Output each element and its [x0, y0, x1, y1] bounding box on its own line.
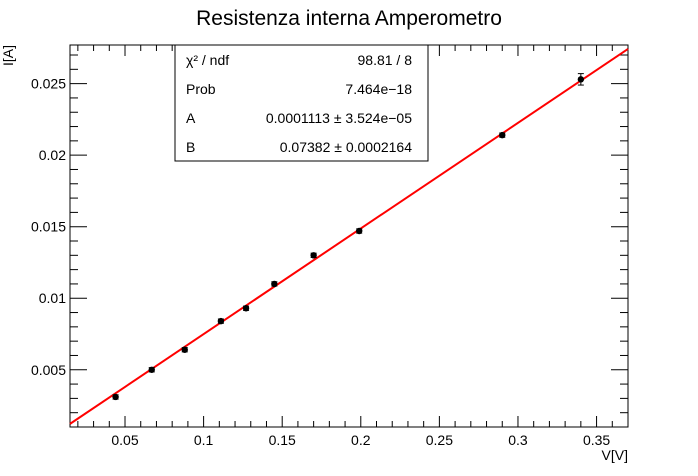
y-axis-ticks [70, 54, 628, 414]
point-marker [499, 131, 506, 139]
x-tick-label: 0.05 [111, 432, 138, 448]
fit-line [69, 48, 629, 425]
y-tick-label: 0.01 [39, 290, 66, 306]
data-point [310, 252, 317, 259]
x-tick-label: 0.35 [583, 432, 610, 448]
point-marker [181, 346, 188, 353]
x-axis-label: V[V] [602, 447, 628, 463]
stats-value-chi2: 98.81 / 8 [358, 52, 413, 68]
point-marker [577, 76, 585, 83]
data-point [148, 366, 155, 373]
y-tick-label: 0.015 [31, 219, 66, 235]
y-tick-label: 0.005 [31, 362, 66, 378]
point-marker [148, 366, 155, 373]
data-point [271, 280, 278, 288]
fit-statistics-box: χ² / ndf 98.81 / 8 Prob 7.464e−18 A 0.00… [174, 44, 429, 162]
y-axis-label: I[A] [0, 45, 16, 66]
point-marker [356, 227, 363, 235]
data-point [577, 73, 585, 86]
point-marker [217, 317, 225, 325]
y-tick-label: 0.02 [39, 147, 66, 163]
stats-value-a: 0.0001113 ± 3.524e−05 [266, 110, 412, 126]
data-point [217, 317, 225, 325]
data-points [112, 73, 585, 401]
point-marker [112, 393, 119, 401]
point-marker [271, 280, 278, 288]
stats-label-prob: Prob [186, 81, 216, 97]
x-tick-label: 0.2 [351, 432, 371, 448]
stats-label-b: B [186, 139, 195, 155]
data-point [242, 305, 250, 312]
y-axis-tick-labels: 0.005 0.01 0.015 0.02 0.025 [31, 76, 66, 378]
data-point [356, 227, 363, 235]
y-tick-label: 0.025 [31, 76, 66, 92]
stats-box-frame [174, 44, 429, 162]
data-point [112, 393, 119, 401]
stats-label-chi2: χ² / ndf [186, 52, 229, 68]
x-axis-tick-labels: 0.05 0.1 0.15 0.2 0.25 0.3 0.35 [111, 432, 610, 448]
stats-label-a: A [186, 110, 196, 126]
fit-line-segment [69, 48, 629, 425]
point-marker [310, 252, 317, 259]
x-tick-label: 0.25 [426, 432, 453, 448]
chart-title: Resistenza interna Amperometro [196, 7, 502, 30]
data-point [499, 131, 506, 139]
x-tick-label: 0.3 [508, 432, 528, 448]
stats-value-b: 0.07382 ± 0.0002164 [280, 139, 412, 155]
data-point [181, 346, 188, 353]
x-tick-label: 0.15 [269, 432, 296, 448]
stats-value-prob: 7.464e−18 [345, 81, 412, 97]
x-tick-label: 0.1 [194, 432, 214, 448]
point-marker [242, 305, 250, 312]
